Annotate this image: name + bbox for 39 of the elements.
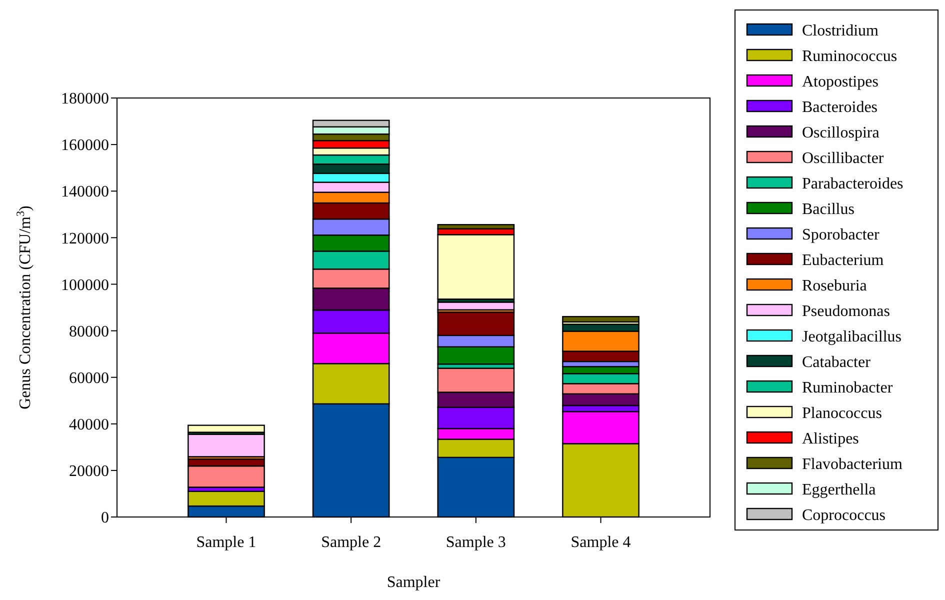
legend-label: Eggerthella — [802, 482, 876, 499]
y-tick-label: 120000 — [61, 230, 109, 248]
legend-label: Sporobacter — [802, 226, 880, 244]
bar — [188, 434, 265, 458]
legend-label: Planococcus — [802, 405, 882, 422]
x-tick-label: Sample 4 — [570, 534, 631, 551]
legend-label: Coprococcus — [802, 507, 886, 524]
x-tick-label: Sample 1 — [196, 534, 256, 551]
legend-label: Oscillibacter — [802, 150, 884, 168]
bar — [188, 424, 265, 433]
y-tick-label: 60000 — [69, 370, 109, 387]
x-tick-label: Sample 2 — [321, 534, 382, 551]
legend-label: Flavobacterium — [802, 456, 903, 474]
x-tick-label: Sample 3 — [446, 534, 506, 551]
legend-label: Atopostipes — [802, 74, 878, 91]
legend-label: Ruminobacter — [802, 380, 894, 397]
legend-label: Bacillus — [802, 201, 854, 218]
y-tick-label: 100000 — [61, 276, 109, 294]
y-tick-label: 20000 — [69, 463, 109, 480]
legend-label: Jeotgalibacillus — [802, 328, 902, 346]
y-tick-label: 40000 — [69, 416, 109, 434]
y-tick-label: 180000 — [61, 90, 109, 108]
bar — [562, 316, 640, 323]
legend-label: Parabacteroides — [802, 176, 904, 193]
legend-label: Oscillospira — [802, 124, 880, 142]
y-tick-label: 140000 — [61, 184, 109, 201]
y-tick-label: 0 — [101, 510, 109, 527]
y-tick-label: 80000 — [69, 323, 109, 340]
legend-label: Roseburia — [802, 278, 867, 295]
bar — [437, 302, 515, 310]
legend-label: Catabacter — [802, 354, 872, 372]
legend-label: Alistipes — [802, 430, 859, 448]
legend-label: Clostridium — [802, 22, 880, 40]
legend-label: Eubacterium — [802, 252, 884, 270]
legend-label: Bacteroides — [802, 99, 878, 116]
legend-label: Ruminococcus — [802, 48, 898, 66]
legend-label: Pseudomonas — [802, 303, 890, 320]
x-axis-title: Sampler — [386, 574, 441, 591]
y-tick-label: 160000 — [61, 137, 109, 154]
